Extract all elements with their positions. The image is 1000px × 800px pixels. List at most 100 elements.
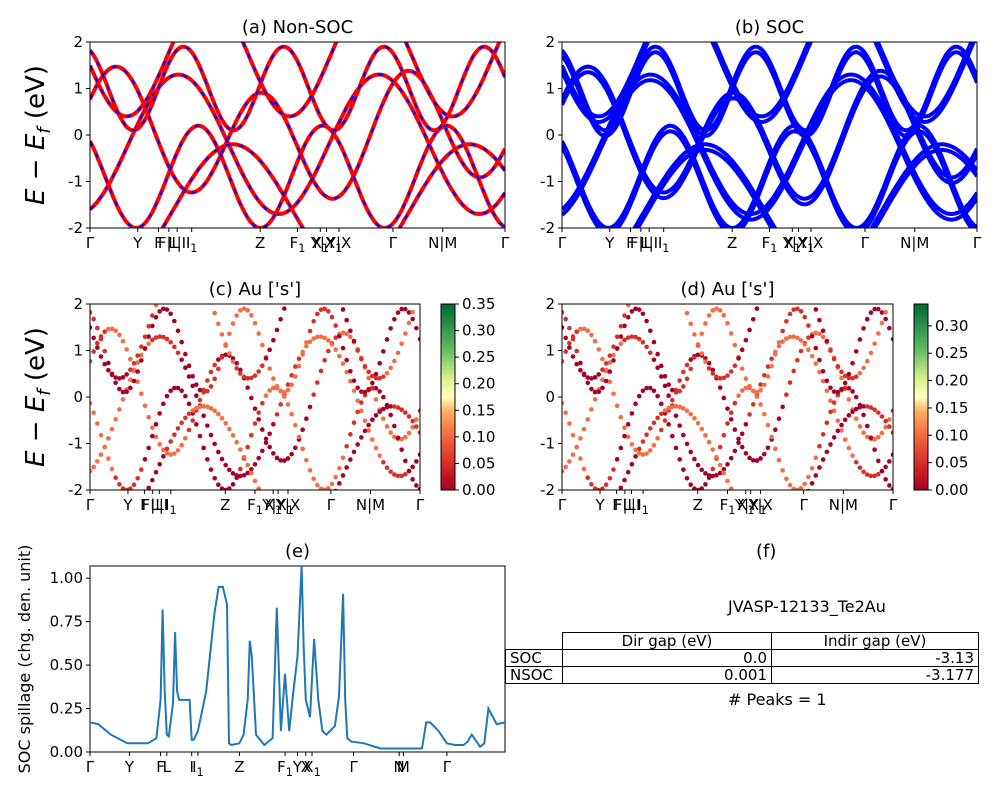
soc-dir-gap: 0.0	[562, 649, 772, 667]
scatter-point	[717, 470, 723, 476]
scatter-point	[351, 449, 357, 455]
scatter-point	[636, 336, 642, 342]
scatter-point	[747, 412, 752, 417]
x-tick-label: F	[140, 496, 149, 514]
row-label-nsoc: NSOC	[505, 666, 563, 684]
scatter-point	[662, 418, 668, 423]
scatter-point	[128, 377, 133, 383]
scatter-point	[710, 447, 716, 452]
scatter-point	[274, 455, 280, 461]
scatter-point	[172, 318, 177, 324]
scatter-point	[168, 339, 173, 345]
scatter-point	[817, 443, 822, 449]
scatter-point	[337, 481, 342, 486]
scatter-point	[636, 307, 642, 312]
scatter-point	[879, 414, 885, 419]
scatter-point	[875, 434, 881, 440]
scatter-point	[263, 440, 269, 446]
scatter-point	[839, 386, 844, 392]
scatter-point	[333, 335, 338, 340]
scatter-point	[618, 341, 624, 347]
scatter-point	[673, 413, 679, 419]
scatter-point	[883, 424, 888, 430]
scatter-point	[655, 415, 660, 421]
scatter-point	[850, 389, 855, 394]
scatter-point	[607, 360, 613, 365]
scatter-point	[710, 371, 716, 376]
scatter-point	[95, 421, 100, 426]
scatter-point	[212, 376, 217, 382]
scatter-point	[831, 400, 837, 405]
scatter-point	[739, 366, 745, 371]
scatter-point	[567, 325, 572, 331]
scatter-point	[761, 451, 767, 457]
scatter-point	[721, 313, 727, 318]
x-tick-label: Γ	[558, 496, 567, 514]
scatter-point	[168, 311, 173, 317]
scatter-point	[370, 385, 375, 391]
scatter-point	[618, 334, 624, 339]
scatter-point	[194, 393, 199, 398]
scatter-point	[219, 486, 225, 490]
scatter-point	[271, 376, 276, 381]
scatter-point	[245, 462, 250, 468]
scatter-point	[813, 330, 819, 336]
spillage-line	[89, 565, 506, 750]
scatter-point	[611, 352, 616, 358]
scatter-point	[761, 411, 767, 417]
scatter-point	[725, 373, 730, 378]
y-tick-label: 1.00	[50, 569, 83, 587]
scatter-point	[311, 476, 316, 482]
scatter-point	[853, 406, 859, 412]
scatter-point	[725, 320, 730, 326]
scatter-point	[717, 444, 723, 450]
scatter-point	[699, 351, 705, 356]
scatter-point	[164, 393, 170, 399]
scatter-point	[337, 353, 342, 359]
x-tick-label: Y|X1	[310, 234, 343, 255]
scatter-point	[725, 478, 730, 484]
scatter-point	[681, 406, 686, 411]
scatter-point	[622, 313, 627, 318]
cbar-tick-label: 0.00	[935, 481, 968, 499]
scatter-point	[618, 445, 624, 451]
scatter-point	[406, 468, 412, 474]
y-tick-label: 1	[73, 80, 83, 98]
scatter-point	[640, 388, 646, 394]
scatter-point	[887, 424, 892, 429]
scatter-point	[267, 444, 272, 450]
x-tick-label: F1	[290, 234, 306, 255]
scatter-point	[614, 346, 620, 351]
scatter-point	[581, 372, 587, 378]
scatter-point	[570, 452, 576, 457]
scatter-point	[570, 336, 576, 342]
cbar-tick-label: 0.25	[462, 348, 495, 366]
scatter-point	[304, 343, 309, 349]
scatter-point	[846, 371, 852, 377]
scatter-point	[399, 436, 404, 442]
scatter-point	[600, 367, 605, 372]
x-tick-label: F	[612, 496, 621, 514]
scatter-point	[234, 475, 239, 480]
scatter-point	[293, 374, 298, 379]
scatter-point	[227, 351, 232, 356]
scatter-point	[703, 356, 708, 361]
panel-title-c: (c) Au ['s']	[209, 279, 301, 300]
scatter-point	[670, 433, 675, 439]
x-tick-label: N|M	[900, 234, 929, 252]
scatter-point	[798, 485, 804, 490]
scatter-point	[589, 407, 594, 412]
x-tick-label: Y	[132, 234, 143, 252]
scatter-point	[359, 400, 364, 405]
scatter-point	[230, 321, 236, 326]
scatter-point	[743, 451, 749, 456]
scatter-point	[578, 360, 583, 366]
scatter-point	[795, 487, 800, 490]
scatter-point	[820, 334, 826, 340]
scatter-point	[120, 486, 126, 490]
scatter-point	[567, 421, 572, 426]
scatter-point	[662, 408, 668, 413]
scatter-point	[728, 417, 734, 422]
scatter-point	[366, 369, 371, 375]
scatter-point	[370, 437, 375, 442]
